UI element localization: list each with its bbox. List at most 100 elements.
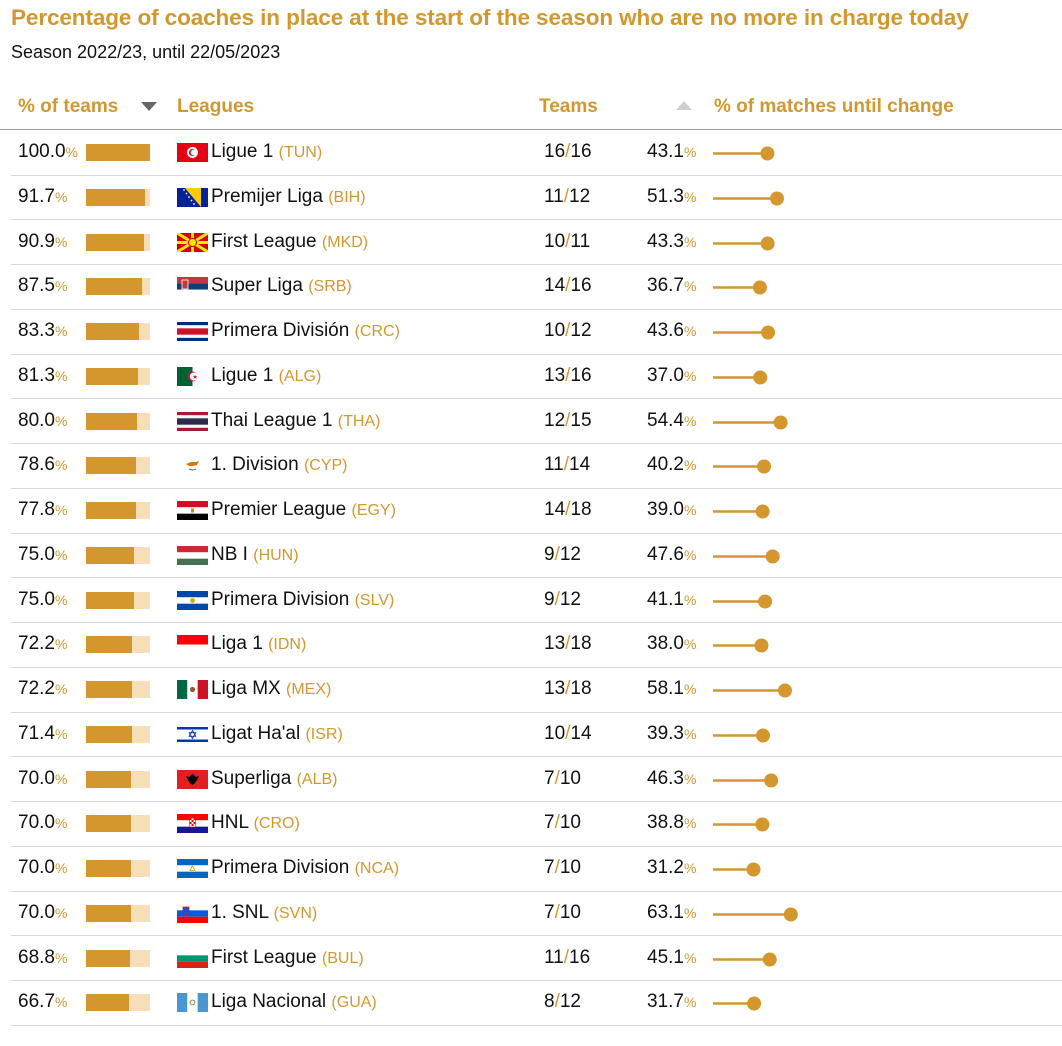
pct-teams-value: 70.0% — [18, 812, 68, 834]
table-row: 75.0% Primera Division (SLV) 9/12 41.1% — [11, 578, 1062, 624]
pct-teams-value: 80.0% — [18, 409, 68, 431]
lollipop-dot — [762, 952, 777, 966]
pct-teams-bar-track — [86, 233, 150, 251]
pct-matches-value: 51.3% — [647, 185, 697, 207]
country-code: (ALB) — [296, 770, 338, 788]
teams-count: 11/14 — [544, 454, 591, 476]
header-pct-teams[interactable]: % of teams — [18, 96, 119, 117]
league-name: Ligue 1 (TUN) — [211, 141, 323, 162]
guatemala-flag-icon — [177, 993, 208, 1013]
pct-teams-bar-track — [86, 278, 150, 296]
pct-matches-value: 39.3% — [647, 722, 697, 744]
pct-teams-bar — [86, 860, 131, 877]
pct-matches-value: 47.6% — [647, 543, 697, 565]
chart-title: Percentage of coaches in place at the st… — [11, 5, 969, 30]
cyprus-flag-icon — [177, 456, 208, 476]
sort-asc-icon[interactable] — [676, 101, 692, 110]
table-row: 83.3% Primera División (CRC) 10/12 43.6% — [11, 309, 1062, 355]
pct-teams-value: 81.3% — [18, 364, 68, 386]
table-row: 66.7% Liga Nacional (GUA) 8/12 31.7% — [11, 980, 1062, 1026]
pct-teams-value: 90.9% — [18, 230, 68, 252]
pct-teams-bar — [86, 681, 133, 698]
pct-teams-bar-track — [86, 412, 150, 430]
pct-teams-bar — [86, 367, 139, 385]
algeria-flag-icon — [177, 366, 208, 386]
league-name: Primera Division (SLV) — [211, 588, 395, 610]
table-row: 71.4% Ligat Ha'al (ISR) 10/14 39.3% — [11, 712, 1062, 758]
teams-count: 8/12 — [544, 991, 581, 1013]
teams-count: 13/18 — [544, 633, 592, 655]
country-code: (MEX) — [285, 681, 332, 698]
pct-teams-bar-track — [86, 636, 150, 654]
teams-count: 10/14 — [544, 722, 592, 744]
pct-teams-bar-track — [86, 904, 150, 922]
teams-count: 14/18 — [544, 499, 592, 520]
pct-teams-bar — [86, 188, 145, 206]
costarica-flag-icon — [177, 322, 208, 341]
pct-matches-value: 46.3% — [647, 767, 697, 789]
pct-teams-bar-track — [86, 367, 150, 385]
country-code: (EGY) — [351, 502, 396, 519]
pct-matches-lollipop — [713, 996, 762, 1011]
pct-matches-lollipop — [713, 773, 779, 787]
country-code: (HUN) — [253, 546, 299, 564]
table-row: 91.7% Premijer Liga (BIH) 11/12 51.3% — [11, 175, 1062, 221]
header-teams[interactable]: Teams — [539, 96, 598, 117]
table-row: 70.0% Primera Division (NCA) 7/10 31.2% — [11, 846, 1062, 892]
teams-count: 9/12 — [544, 543, 581, 565]
egypt-flag-icon — [177, 501, 208, 520]
pct-matches-value: 58.1% — [647, 678, 697, 699]
league-name: NB I (HUN) — [211, 543, 299, 565]
teams-count: 11/12 — [544, 185, 591, 207]
lollipop-dot — [753, 370, 768, 385]
pct-teams-bar-track — [86, 725, 150, 743]
pct-teams-bar — [86, 144, 150, 161]
pct-teams-value: 75.0% — [18, 588, 68, 610]
country-code: (THA) — [337, 412, 381, 430]
country-code: (SRB) — [308, 278, 352, 296]
lollipop-dot — [777, 683, 792, 698]
pct-teams-bar — [86, 546, 134, 564]
bulgaria-flag-icon — [177, 948, 208, 968]
pct-teams-bar — [86, 412, 138, 430]
league-name: HNL (CRO) — [211, 812, 300, 834]
pct-matches-lollipop — [713, 415, 788, 429]
teams-count: 16/16 — [544, 141, 592, 162]
lollipop-dot — [746, 862, 761, 877]
league-name: 1. Division (CYP) — [211, 454, 348, 476]
country-code: (TUN) — [278, 144, 323, 161]
pct-matches-value: 39.0% — [647, 499, 697, 520]
lollipop-dot — [761, 325, 776, 340]
league-name: Ligue 1 (ALG) — [211, 364, 322, 386]
table-row: 77.8% Premier League (EGY) 14/18 39.0% — [11, 488, 1062, 534]
sort-desc-icon[interactable] — [141, 102, 157, 111]
teams-count: 12/15 — [544, 409, 592, 431]
table-row: 72.2% Liga 1 (IDN) 13/18 38.0% — [11, 622, 1062, 668]
teams-count: 13/16 — [544, 364, 592, 386]
pct-teams-bar — [86, 725, 132, 743]
pct-teams-value: 68.8% — [18, 946, 68, 968]
pct-matches-value: 43.1% — [647, 141, 697, 162]
table-row: 70.0% 1. SNL (SVN) 7/10 63.1% — [11, 891, 1062, 937]
pct-teams-bar — [86, 949, 131, 967]
pct-teams-bar — [86, 457, 137, 475]
pct-teams-bar-track — [86, 502, 150, 519]
pct-teams-bar-track — [86, 591, 150, 609]
league-name: 1. SNL (SVN) — [211, 901, 318, 923]
pct-matches-lollipop — [713, 638, 769, 653]
league-name: Super Liga (SRB) — [211, 275, 352, 297]
pct-teams-value: 71.4% — [18, 722, 68, 744]
header-pct-matches[interactable]: % of matches until change — [714, 96, 954, 117]
teams-count: 7/10 — [544, 812, 581, 834]
lollipop-dot — [747, 996, 762, 1011]
bosnia-flag-icon — [177, 187, 208, 207]
pct-matches-lollipop — [713, 459, 772, 474]
country-code: (SVN) — [273, 904, 318, 922]
lollipop-dot — [757, 459, 772, 474]
pct-teams-value: 77.8% — [18, 499, 68, 520]
lollipop-dot — [755, 817, 770, 832]
header-leagues[interactable]: Leagues — [177, 96, 255, 117]
country-code: (ALG) — [278, 367, 322, 385]
table-row: 72.2% Liga MX (MEX) 13/18 58.1% — [11, 667, 1062, 713]
pct-teams-bar — [86, 770, 131, 788]
